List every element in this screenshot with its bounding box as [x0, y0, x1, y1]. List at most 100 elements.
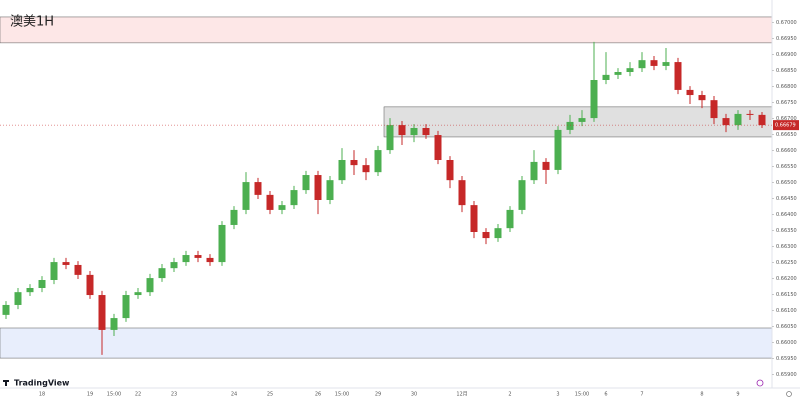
candles — [2, 41, 766, 355]
candle-body — [386, 125, 394, 151]
x-tick-label: 6 — [604, 392, 607, 398]
candle-body — [242, 182, 250, 210]
candle-body — [314, 175, 322, 200]
y-tick-label: 0.67000 — [776, 20, 797, 26]
x-tick-label: 9 — [736, 392, 739, 398]
candle-body — [14, 292, 22, 305]
candle-body — [746, 113, 754, 115]
candle-body — [122, 295, 130, 319]
x-tick-label: 7 — [640, 392, 643, 398]
candle-body — [98, 295, 106, 330]
x-tick-label: 15:00 — [107, 392, 121, 398]
y-tick-label: 0.66200 — [776, 276, 797, 282]
candle-body — [758, 114, 766, 126]
candle-body — [230, 209, 238, 225]
y-tick-label: 0.66350 — [776, 228, 797, 234]
x-tick-label: 19 — [87, 392, 93, 398]
y-tick-label: 0.65950 — [776, 356, 797, 362]
candle-body — [182, 255, 190, 263]
zone — [0, 327, 773, 359]
candle-body — [434, 135, 442, 160]
candle-body — [26, 288, 34, 293]
candle-body — [494, 228, 502, 239]
y-tick-label: 0.66900 — [776, 52, 797, 58]
icon[interactable] — [756, 379, 764, 387]
candle-body — [62, 262, 70, 265]
candle-body — [50, 262, 58, 280]
y-tick-label: 0.66850 — [776, 68, 797, 74]
candle-body — [638, 60, 646, 69]
candle-body — [254, 182, 262, 195]
logo — [3, 380, 9, 386]
candle-body — [650, 60, 658, 66]
candle-body — [626, 68, 634, 72]
zone — [0, 16, 773, 44]
candle-body — [338, 160, 346, 181]
y-tick-label: 0.66050 — [776, 324, 797, 330]
y-tick-label: 0.66400 — [776, 212, 797, 218]
candle-body — [506, 209, 514, 229]
zone — [383, 106, 773, 138]
candle-body — [734, 113, 742, 126]
x-tick-label: 25 — [267, 392, 273, 398]
y-tick-label: 0.66300 — [776, 244, 797, 250]
y-tick-label: 0.66500 — [776, 180, 797, 186]
candle-body — [266, 194, 274, 210]
candle-body — [686, 89, 694, 96]
y-tick-label: 0.66650 — [776, 132, 797, 138]
candle-body — [470, 205, 478, 232]
x-tick-label: 29 — [375, 392, 381, 398]
y-tick-label: 0.66800 — [776, 84, 797, 90]
y-tick-label: 0.66750 — [776, 100, 797, 106]
candle-body — [290, 190, 298, 206]
y-tick-label: 0.66150 — [776, 292, 797, 298]
candle-body — [710, 100, 718, 119]
candle-body — [554, 129, 562, 170]
candle-body — [542, 161, 550, 170]
candle-body — [398, 125, 406, 136]
candle-body — [110, 318, 118, 330]
last-price-label: 0.66679 — [775, 123, 796, 129]
settings-button[interactable] — [786, 391, 792, 397]
y-tick-label: 0.66550 — [776, 164, 797, 170]
candle-body — [86, 274, 94, 296]
candle-body — [218, 224, 226, 263]
candle-body — [566, 121, 574, 130]
y-tick-label: 0.66450 — [776, 196, 797, 202]
candle-body — [722, 118, 730, 126]
candle-body — [614, 72, 622, 75]
candle-body — [518, 180, 526, 210]
candle-body — [602, 74, 610, 80]
candle-body — [362, 165, 370, 173]
candle-body — [530, 161, 538, 181]
candle-body — [146, 278, 154, 293]
x-tick-label: 18 — [39, 392, 45, 398]
candle-body — [590, 80, 598, 119]
candle-body — [662, 62, 670, 66]
y-tick-label: 0.66600 — [776, 148, 797, 154]
candle-body — [2, 304, 10, 315]
candle-body — [458, 180, 466, 206]
x-tick-label: 12月 — [456, 392, 467, 398]
candle-body — [482, 232, 490, 239]
x-tick-label: 30 — [411, 392, 417, 398]
candle-body — [278, 205, 286, 210]
x-tick-label: 2 — [508, 392, 511, 398]
candle-body — [170, 262, 178, 269]
candle-body — [134, 292, 142, 296]
x-tick-label: 23 — [171, 392, 177, 398]
y-tick-label: 0.66000 — [776, 340, 797, 346]
x-tick-label: 26 — [315, 392, 321, 398]
candle-body — [698, 95, 706, 101]
candle-body — [578, 118, 586, 122]
watermark: TradingView — [14, 379, 70, 388]
x-tick-label: 8 — [700, 392, 703, 398]
candle-body — [410, 128, 418, 136]
candle-body — [302, 175, 310, 191]
candle-body — [374, 150, 382, 173]
candle-body — [326, 180, 334, 200]
candle-body — [350, 160, 358, 166]
x-tick-label: 15:00 — [575, 392, 589, 398]
candle-body — [206, 257, 214, 263]
